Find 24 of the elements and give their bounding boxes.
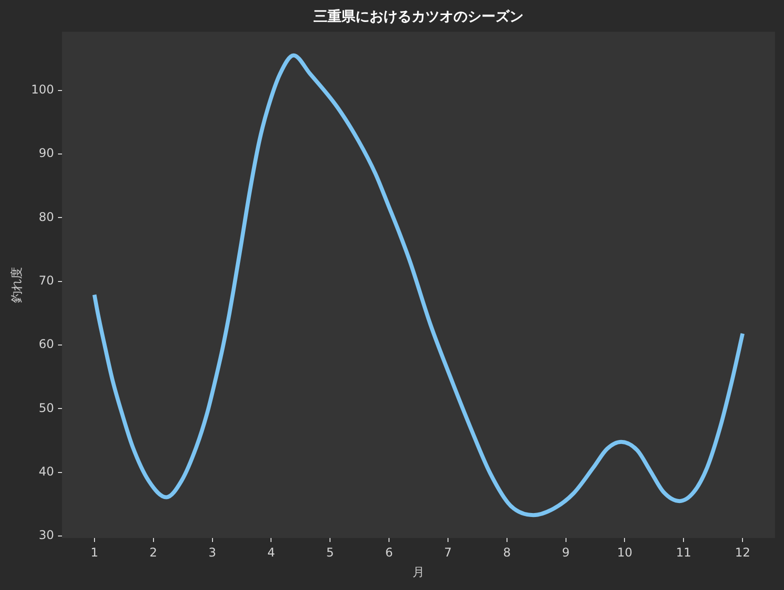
- line-series: [92, 53, 745, 518]
- x-tick-label: 7: [444, 545, 452, 560]
- y-tick-label: 70: [38, 274, 54, 288]
- x-axis-title: 月: [412, 564, 424, 579]
- x-tick-label: 3: [208, 545, 216, 560]
- x-tick-label: 11: [676, 545, 692, 560]
- y-tick-label: 80: [38, 210, 54, 224]
- x-tick-label: 2: [150, 545, 158, 560]
- x-tick-label: 4: [267, 545, 276, 560]
- x-tick-label: 12: [734, 545, 750, 560]
- x-tick-label: 9: [562, 545, 570, 560]
- x-tick-label: 1: [90, 545, 98, 560]
- x-tick-label: 10: [617, 545, 632, 560]
- chart-title: 三重県におけるカツオのシーズン: [314, 9, 524, 26]
- y-tick-label: 60: [38, 337, 54, 352]
- y-axis-title: 釣れ度: [9, 266, 24, 303]
- x-tick-label: 5: [326, 545, 334, 560]
- y-tick-label: 40: [38, 464, 54, 479]
- x-tick-label: 6: [385, 545, 393, 560]
- y-tick-label: 50: [38, 400, 54, 415]
- x-tick-label: 8: [503, 545, 511, 560]
- y-tick-label: 90: [38, 146, 54, 160]
- y-tick-label: 30: [38, 528, 54, 542]
- y-tick-label: 100: [31, 82, 54, 97]
